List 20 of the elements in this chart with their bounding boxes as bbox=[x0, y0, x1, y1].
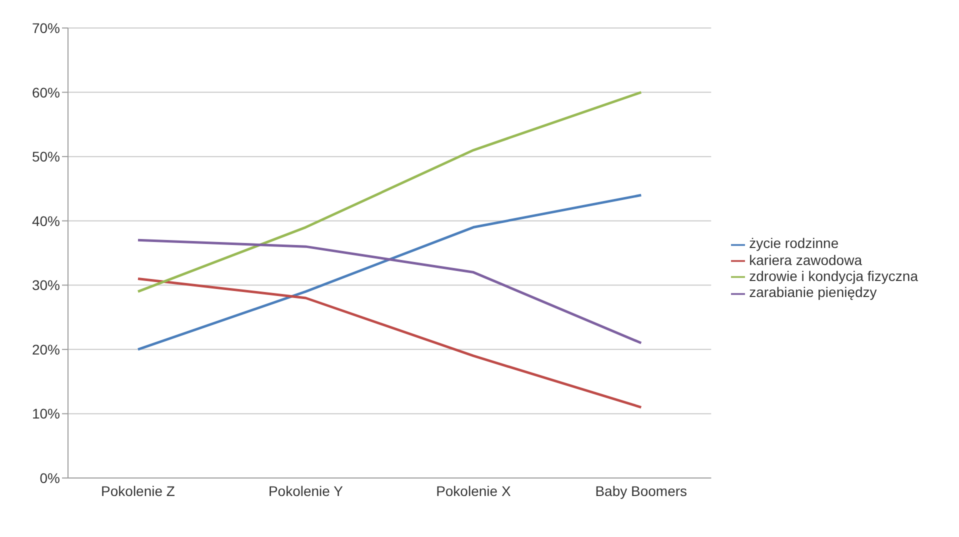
line-series bbox=[136, 91, 642, 293]
line-series bbox=[136, 238, 642, 344]
y-tick-label: 70% bbox=[32, 20, 60, 36]
y-tick-label: 20% bbox=[32, 341, 60, 358]
line-series bbox=[136, 194, 642, 351]
y-tick-label: 50% bbox=[32, 148, 60, 165]
y-tick-label: 60% bbox=[32, 84, 60, 100]
y-tick-label: 30% bbox=[32, 277, 60, 294]
legend-label: życie rodzinne bbox=[749, 235, 839, 252]
legend-label: kariera zawodowa bbox=[749, 252, 862, 268]
x-tick-label: Pokolenie Z bbox=[101, 482, 176, 499]
legend-label: zarabianie pieniędzy bbox=[749, 284, 877, 300]
legend-label: zdrowie i kondycja fizyczna bbox=[749, 268, 918, 284]
x-tick-label: Baby Boomers bbox=[595, 482, 688, 499]
y-tick-label: 0% bbox=[40, 470, 60, 486]
y-tick-label: 10% bbox=[32, 406, 60, 422]
line-series bbox=[136, 277, 642, 409]
x-tick-label: Pokolenie Y bbox=[268, 482, 344, 499]
x-tick-label: Pokolenie X bbox=[436, 482, 512, 499]
y-tick-label: 40% bbox=[32, 212, 60, 229]
